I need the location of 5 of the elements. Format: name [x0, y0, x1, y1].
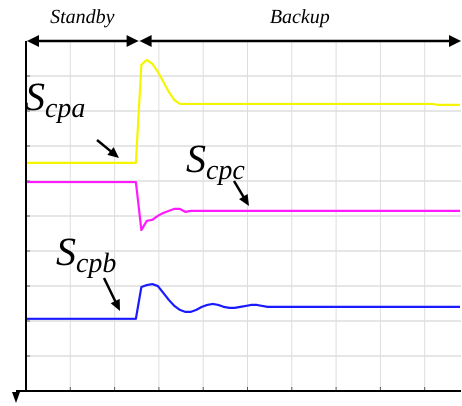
text: Standby: [50, 6, 115, 28]
series-label: S$_{cpb}$: [56, 229, 116, 279]
series-label: S$_{cpc}$: [186, 136, 246, 186]
series-label: S$_{cpa}$: [25, 74, 86, 124]
text: Backup: [270, 6, 330, 28]
